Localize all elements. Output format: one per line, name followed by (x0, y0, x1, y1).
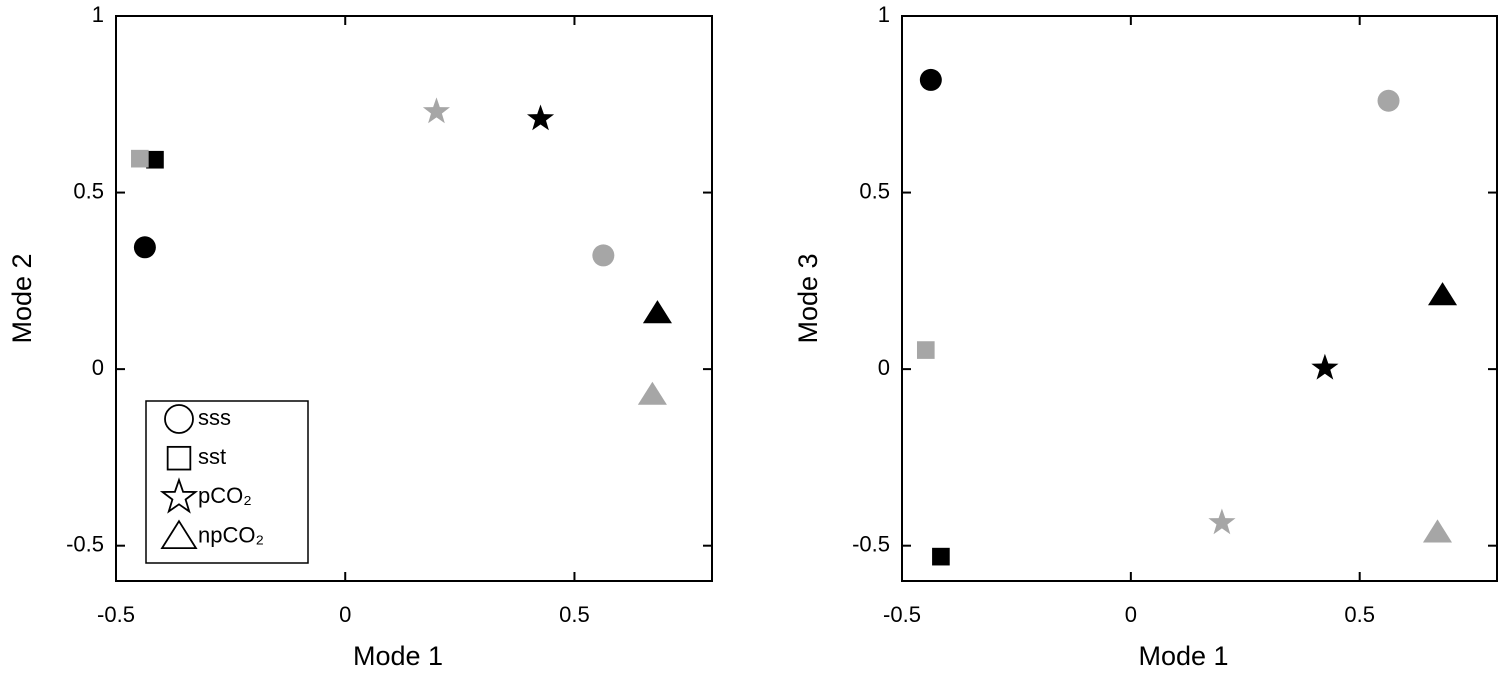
x-tick-label: 0.5 (559, 602, 590, 627)
legend-label: pCO₂ (198, 483, 252, 508)
legend-marker (160, 519, 198, 550)
y-tick-label: 1 (92, 2, 104, 27)
point (131, 149, 149, 168)
y-tick-label: 0.5 (859, 178, 890, 203)
point (133, 236, 156, 259)
x-axis-label: Mode 1 (353, 641, 443, 671)
point (1377, 89, 1400, 112)
point (592, 244, 615, 267)
y-axis-label: Mode 3 (793, 253, 823, 343)
y-tick-label: -0.5 (66, 532, 104, 557)
legend-marker (159, 477, 199, 514)
point (1311, 353, 1339, 380)
x-tick-label: 0.5 (1344, 602, 1375, 627)
legend-label: sst (198, 444, 226, 469)
legend-label: npCO₂ (198, 522, 264, 547)
legend-marker (164, 404, 194, 434)
x-tick-label: 0 (339, 602, 351, 627)
point (422, 97, 450, 124)
plot-frame (901, 15, 1498, 582)
y-tick-label: 1 (878, 2, 890, 27)
x-tick-label: 0 (1125, 602, 1137, 627)
point (932, 547, 950, 566)
y-tick-label: 0 (878, 355, 890, 380)
plot-frame (115, 15, 713, 582)
y-tick-label: -0.5 (852, 532, 890, 557)
point (1428, 282, 1458, 306)
point (1422, 519, 1453, 543)
y-tick-label: 0.5 (73, 178, 104, 203)
legend-marker (166, 445, 192, 471)
point (146, 150, 164, 169)
point (919, 68, 942, 91)
y-tick-label: 0 (92, 355, 104, 380)
x-axis-label: Mode 1 (1138, 641, 1228, 671)
point (642, 300, 672, 324)
point (1208, 508, 1236, 535)
x-tick-label: -0.5 (97, 602, 135, 627)
x-tick-label: -0.5 (883, 602, 921, 627)
legend-label: sss (198, 405, 231, 430)
y-axis-label: Mode 2 (7, 253, 37, 343)
point (637, 381, 667, 405)
point (527, 104, 555, 131)
point (916, 341, 935, 359)
